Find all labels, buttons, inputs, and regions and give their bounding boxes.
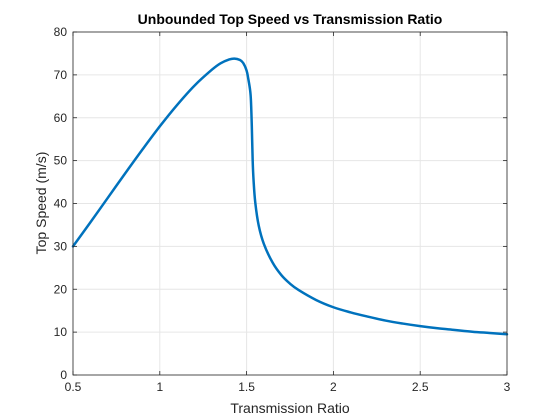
- y-tick-label: 40: [54, 197, 68, 211]
- x-tick-label: 2.5: [412, 380, 429, 394]
- y-tick-label: 70: [54, 68, 68, 82]
- x-tick-label: 3: [504, 380, 511, 394]
- x-tick-label: 2: [330, 380, 337, 394]
- x-tick-label: 0.5: [65, 380, 82, 394]
- y-tick-label: 20: [54, 282, 68, 296]
- x-tick-label: 1.5: [238, 380, 255, 394]
- x-tick-label: 1: [156, 380, 163, 394]
- series-line: [71, 57, 509, 336]
- chart-title: Unbounded Top Speed vs Transmission Rati…: [138, 11, 443, 27]
- x-axis-label: Transmission Ratio: [230, 400, 350, 416]
- y-tick-label: 10: [54, 325, 68, 339]
- y-tick-label: 0: [60, 368, 67, 382]
- y-axis-label: Top Speed (m/s): [33, 152, 49, 255]
- y-tick-label: 60: [54, 111, 68, 125]
- y-tick-label: 50: [54, 154, 68, 168]
- y-tick-label: 30: [54, 239, 68, 253]
- y-axis-ticks: 0 10 20 30 40 50 60 70 80: [54, 25, 507, 382]
- x-axis-ticks: 0.5 1 1.5 2 2.5 3: [65, 32, 511, 394]
- y-tick-label: 80: [54, 25, 68, 39]
